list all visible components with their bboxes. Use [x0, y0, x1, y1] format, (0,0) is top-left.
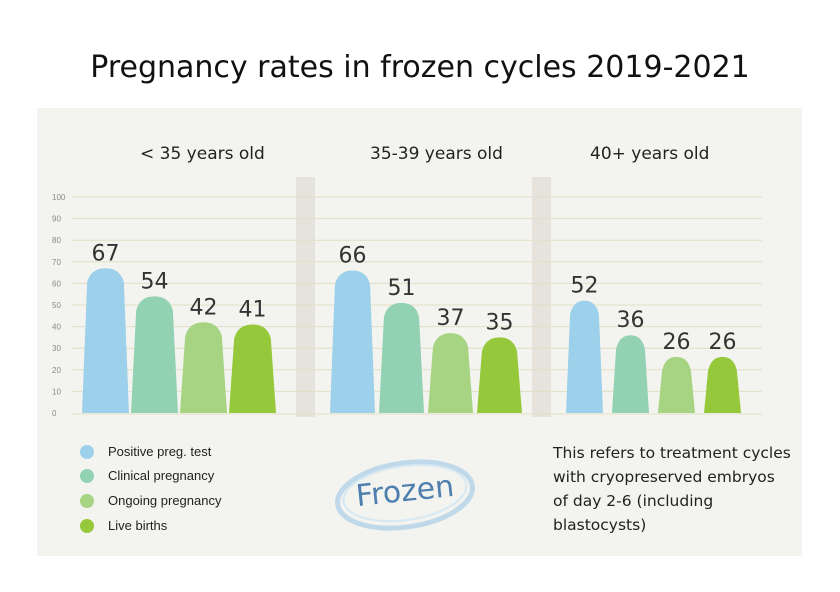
y-tick-label: 0: [52, 409, 57, 418]
bar-4-group-1: [229, 324, 276, 413]
bar-4-group-3: [704, 356, 741, 413]
frozen-logo: Frozen: [330, 452, 480, 534]
data-label: 26: [709, 330, 737, 355]
legend-dot-live: [80, 519, 94, 533]
bar-4-group-2: [477, 337, 522, 413]
legend-dot-ongoing: [80, 494, 94, 508]
data-label: 37: [437, 306, 465, 331]
bar-2-group-1: [131, 296, 178, 413]
bar-2-group-3: [612, 335, 649, 413]
y-tick-label: 10: [52, 387, 61, 396]
legend-label-positive: Positive preg. test: [108, 444, 212, 459]
y-tick-label: 90: [52, 215, 61, 224]
logo-ellipse-icon: [335, 459, 475, 531]
bar-2-group-2: [379, 302, 424, 413]
group-separator: [296, 177, 315, 417]
data-label: 42: [190, 295, 218, 320]
data-label: 52: [571, 274, 599, 299]
y-tick-label: 20: [52, 366, 61, 375]
y-tick-label: 100: [52, 193, 66, 202]
bar-1-group-2: [330, 270, 375, 413]
y-tick-label: 70: [52, 258, 61, 267]
chart-title: Pregnancy rates in frozen cycles 2019-20…: [90, 50, 750, 85]
bar-3-group-1: [180, 322, 227, 413]
footnote: This refers to treatment cycles with cry…: [553, 444, 791, 534]
data-label: 26: [663, 330, 691, 355]
y-tick-label: 30: [52, 344, 61, 353]
y-tick-label: 50: [52, 301, 61, 310]
legend-label-live: Live births: [108, 518, 168, 533]
data-label: 66: [339, 243, 367, 268]
legend-dot-positive: [80, 445, 94, 459]
bar-1-group-3: [566, 300, 603, 413]
group-label-under-35: < 35 years old: [140, 144, 265, 164]
data-label: 35: [486, 310, 514, 335]
data-label: 67: [92, 241, 120, 266]
data-label: 54: [141, 269, 169, 294]
data-label: 51: [388, 276, 416, 301]
group-label-35-39: 35-39 years old: [370, 144, 503, 164]
y-tick-label: 40: [52, 323, 61, 332]
group-label-40-plus: 40+ years old: [590, 144, 710, 164]
data-label: 36: [617, 308, 645, 333]
y-tick-label: 60: [52, 279, 61, 288]
bar-3-group-2: [428, 333, 473, 413]
legend-dot-clinical: [80, 469, 94, 483]
bar-1-group-1: [82, 268, 129, 413]
group-separator: [532, 177, 551, 417]
legend-label-ongoing: Ongoing pregnancy: [108, 493, 222, 508]
y-tick-label: 80: [52, 236, 61, 245]
legend-label-clinical: Clinical pregnancy: [108, 468, 215, 483]
bar-3-group-3: [658, 356, 695, 413]
data-label: 41: [239, 297, 267, 322]
